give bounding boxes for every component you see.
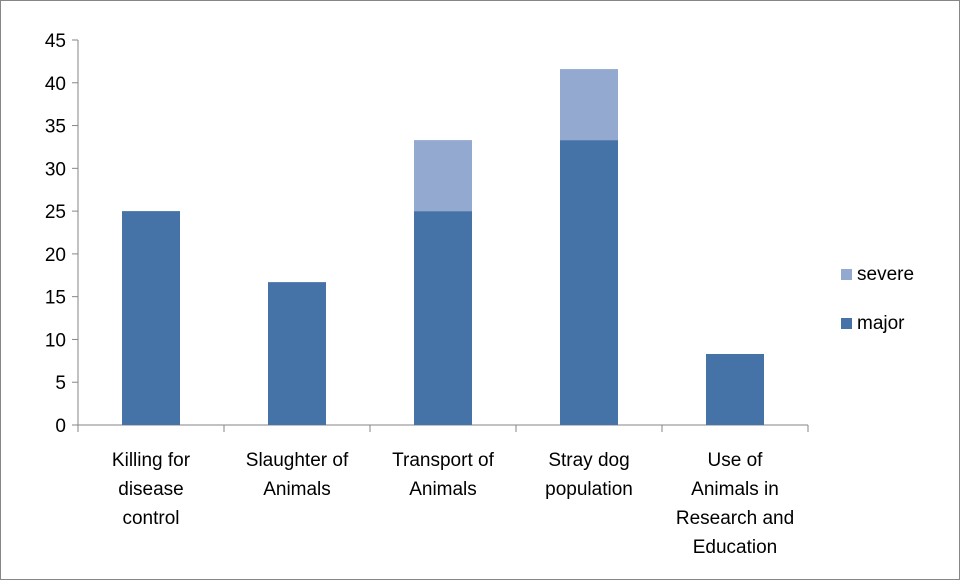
y-tick-label: 35 — [45, 117, 66, 138]
y-tick-label: 10 — [45, 330, 66, 351]
legend: severe major — [841, 264, 914, 334]
bar-severe — [560, 69, 618, 141]
bar-major — [560, 140, 618, 425]
y-tick-label: 0 — [55, 416, 66, 437]
x-category-label: Use of Animals in Research and Education — [676, 450, 794, 558]
y-tick-label: 30 — [45, 159, 66, 180]
bar-major — [122, 211, 180, 425]
y-tick-label: 40 — [45, 74, 66, 95]
legend-swatch-major — [841, 318, 852, 329]
bar-major — [268, 282, 326, 425]
x-category-label: Killing for disease control — [112, 450, 191, 529]
y-tick-label: 5 — [55, 373, 66, 394]
x-category-label-line: population — [545, 479, 633, 500]
y-tick-label: 45 — [45, 31, 66, 52]
x-category-label-line: disease — [118, 479, 184, 500]
y-tick-label: 15 — [45, 288, 66, 309]
y-axis: 0 5 10 15 20 25 30 35 40 45 — [45, 31, 79, 437]
bar-major — [706, 353, 764, 425]
x-category-label: Stray dog population — [545, 450, 633, 500]
x-category-label-line: Research and — [676, 508, 794, 529]
x-category-label-line: Killing for — [112, 450, 191, 471]
x-axis: Killing for disease control Slaughter of Ani… — [77, 424, 809, 558]
x-category-label-line: Use of — [708, 450, 764, 471]
x-category-label-line: Animals — [409, 479, 477, 500]
x-category-label-line: Education — [693, 537, 778, 558]
x-category-label: Transport of Animals — [392, 450, 494, 500]
x-category-label-line: Slaughter of — [246, 450, 349, 471]
legend-label-major: major — [857, 313, 905, 334]
x-category-label-line: Animals in — [691, 479, 779, 500]
bar-major — [414, 211, 472, 425]
legend-swatch-severe — [841, 269, 852, 280]
y-tick-label: 20 — [45, 245, 66, 266]
x-category-label-line: Stray dog — [548, 450, 629, 471]
x-category-label-line: control — [122, 508, 179, 529]
legend-label-severe: severe — [857, 264, 914, 285]
bars — [122, 69, 764, 425]
bar-severe — [414, 140, 472, 212]
x-category-label-line: Transport of — [392, 450, 494, 471]
y-tick-label: 25 — [45, 202, 66, 223]
x-category-label: Slaughter of Animals — [246, 450, 349, 500]
x-category-label-line: Animals — [263, 479, 331, 500]
